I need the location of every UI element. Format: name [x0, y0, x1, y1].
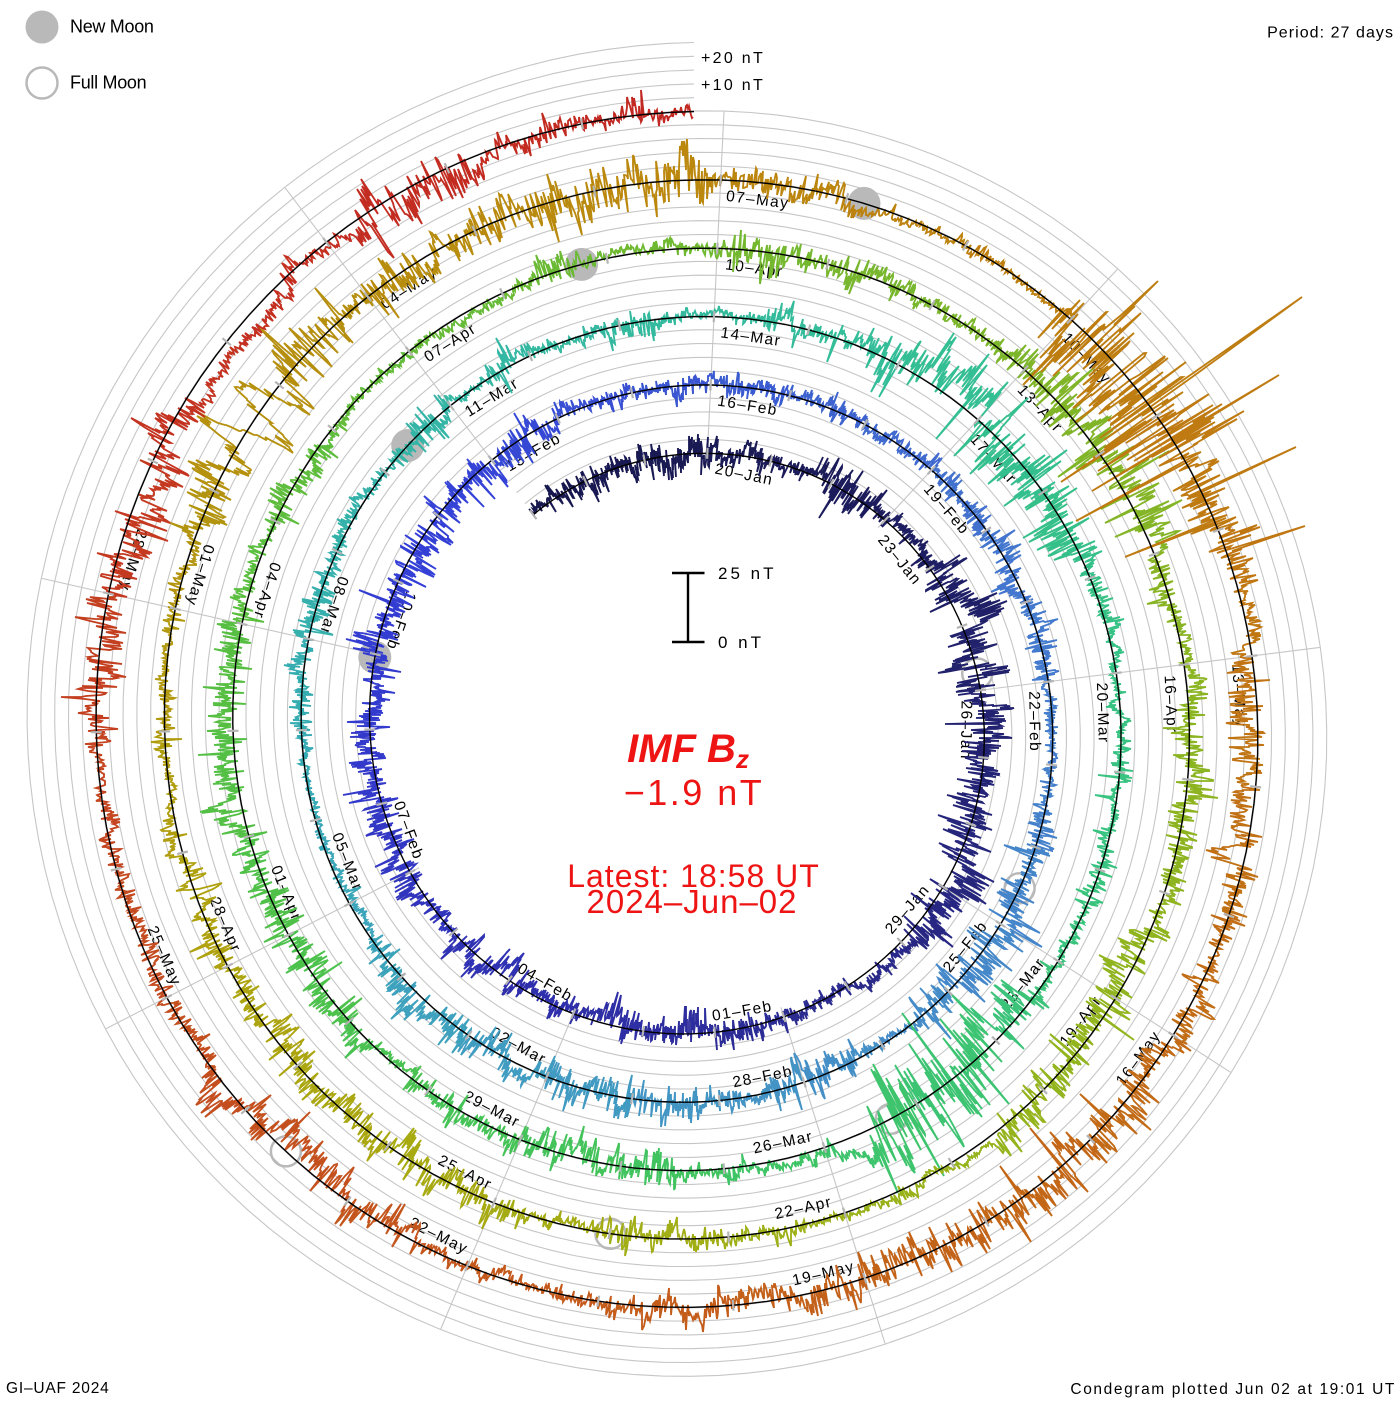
svg-text:GI–UAF 2024: GI–UAF 2024 [6, 1380, 110, 1397]
svg-text:Latest: 18:58 UT: Latest: 18:58 UT [567, 858, 820, 894]
svg-text:−1.9 nT: −1.9 nT [624, 772, 765, 813]
svg-text:IMF Bz: IMF Bz [627, 727, 749, 774]
svg-text:16–Apr: 16–Apr [1161, 675, 1181, 734]
svg-text:Full Moon: Full Moon [70, 73, 146, 93]
svg-text:0 nT: 0 nT [718, 633, 764, 652]
svg-text:26–Jan: 26–Jan [957, 700, 975, 759]
svg-text:Condegram plotted Jun 02 at 19: Condegram plotted Jun 02 at 19:01 UT [1070, 1381, 1396, 1398]
svg-text:+10 nT: +10 nT [701, 77, 765, 94]
svg-text:20–Mar: 20–Mar [1093, 682, 1112, 743]
svg-text:25 nT: 25 nT [718, 564, 776, 583]
svg-text:+20 nT: +20 nT [701, 50, 765, 67]
svg-text:Period: 27 days: Period: 27 days [1267, 25, 1394, 42]
svg-text:22–Feb: 22–Feb [1025, 691, 1043, 752]
svg-text:2024–Jun–02: 2024–Jun–02 [586, 883, 797, 920]
svg-text:New Moon: New Moon [70, 17, 154, 37]
